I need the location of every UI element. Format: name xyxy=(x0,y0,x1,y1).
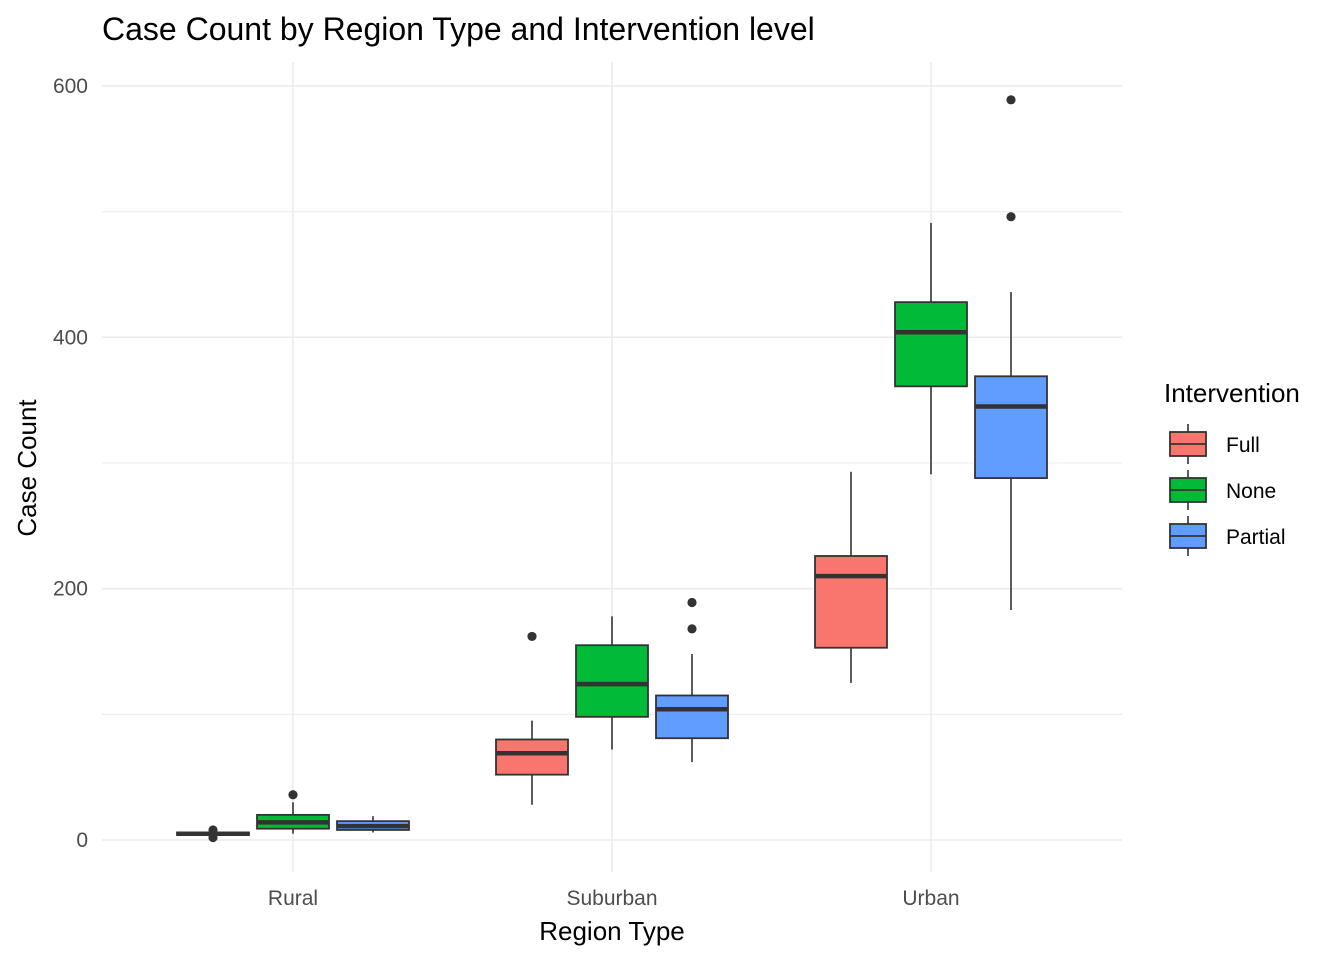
x-tick-label: Urban xyxy=(902,887,959,910)
box-full-suburban xyxy=(495,631,569,805)
box-partial-rural xyxy=(336,816,410,833)
x-axis-title: Region Type xyxy=(539,916,685,946)
box-full-rural xyxy=(176,825,250,843)
legend-label: Full xyxy=(1226,434,1260,457)
x-tick-label: Rural xyxy=(268,887,318,910)
box-layer xyxy=(176,95,1048,843)
outlier-point xyxy=(687,597,697,608)
legend-title: Intervention xyxy=(1164,378,1300,408)
box-full-urban xyxy=(814,471,888,683)
y-tick-label: 400 xyxy=(53,326,88,349)
box-body xyxy=(894,301,968,388)
outlier-point xyxy=(1006,95,1016,105)
box-none-urban xyxy=(894,222,968,475)
chart-title: Case Count by Region Type and Interventi… xyxy=(102,11,815,47)
box-body xyxy=(814,555,888,649)
outlier-point xyxy=(1006,212,1016,222)
grid-layer xyxy=(102,62,1122,872)
box-none-rural xyxy=(256,790,330,834)
box-none-suburban xyxy=(575,616,649,750)
y-tick-label: 200 xyxy=(53,578,88,601)
outlier-point xyxy=(687,624,697,634)
outlier-point xyxy=(208,825,218,835)
x-tick-label: Suburban xyxy=(566,887,657,910)
axis-layer: 0 200 400 600 Rural Suburban Urban xyxy=(53,75,960,910)
legend-label: None xyxy=(1226,480,1276,503)
box-body xyxy=(655,694,729,740)
y-axis-title: Case Count xyxy=(12,399,42,537)
box-partial-urban xyxy=(974,95,1048,611)
y-tick-label: 0 xyxy=(76,829,88,852)
box-body xyxy=(495,738,569,776)
legend-item-none: None xyxy=(1169,470,1276,510)
box-body xyxy=(974,375,1048,479)
box-partial-suburban xyxy=(655,597,729,763)
box-body xyxy=(575,644,649,718)
outlier-point xyxy=(288,790,298,800)
legend-items: Full None Partial xyxy=(1169,424,1286,556)
legend-label: Partial xyxy=(1226,526,1286,549)
outlier-point xyxy=(208,832,218,843)
legend-item-full: Full xyxy=(1169,424,1260,464)
legend: Intervention Full None Partial xyxy=(1164,378,1300,556)
outlier-point xyxy=(527,631,537,642)
legend-item-partial: Partial xyxy=(1169,516,1286,556)
y-tick-label: 600 xyxy=(53,75,88,98)
